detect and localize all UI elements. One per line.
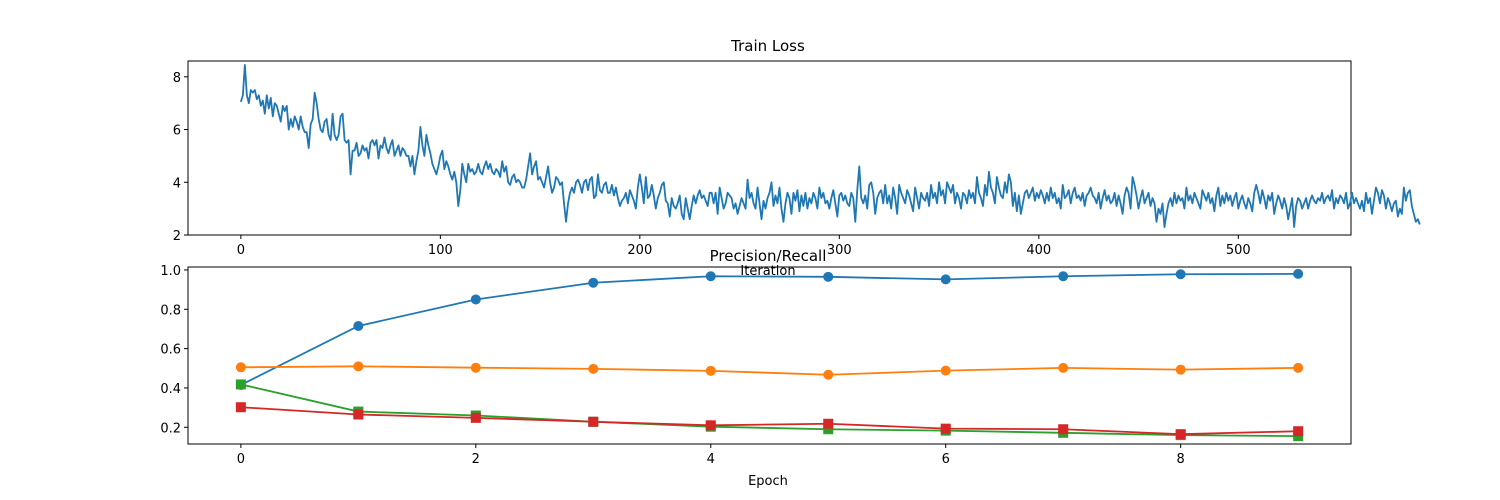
series-1-marker [588, 277, 599, 288]
precision-recall-x-tick-label: 0 [237, 452, 245, 467]
series-4-marker [705, 420, 716, 431]
series-3-marker [235, 379, 246, 390]
train-loss-y-tick-label: 4 [173, 176, 181, 191]
train-loss-x-tick-label: 0 [237, 243, 245, 258]
train-loss-plot-area [187, 60, 1352, 236]
series-4-marker [1175, 429, 1186, 440]
train-loss-ticks: 0 100 200 300 400 500 2 4 6 8 [173, 71, 1251, 258]
precision-recall-panel: Precision/Recall 0 2 4 6 8 0.2 0.4 0.6 0.8 1.0 Ep… [160, 247, 1352, 489]
series-1-marker [1058, 271, 1069, 282]
series-1-marker [353, 321, 364, 331]
series-2-marker [1293, 362, 1304, 373]
series-2-marker [1175, 364, 1186, 375]
series-1-marker [1175, 269, 1186, 280]
precision-recall-x-axis-label: Epoch [748, 474, 788, 489]
precision-recall-x-tick-label: 8 [1177, 452, 1185, 467]
train-loss-y-tick-label: 2 [173, 229, 181, 244]
train-loss-x-tick-label: 500 [1226, 243, 1251, 258]
precision-recall-x-tick-label: 6 [942, 452, 950, 467]
precision-recall-y-tick-label: 0.4 [160, 382, 181, 397]
precision-recall-plot-area [187, 266, 1352, 445]
precision-recall-y-tick-label: 0.8 [160, 303, 181, 318]
precision-recall-y-tick-label: 0.6 [160, 343, 181, 358]
train-loss-x-tick-label: 200 [627, 243, 652, 258]
train-loss-y-tick-label: 6 [173, 124, 181, 139]
series-2-marker [235, 362, 246, 373]
series-2-marker [705, 365, 716, 376]
series-4-marker [235, 402, 246, 413]
series-2-line [240, 365, 1299, 376]
series-1-marker [705, 271, 716, 282]
series-4-marker [823, 418, 834, 429]
series-4-marker [1293, 426, 1304, 437]
precision-recall-y-tick-label: 0.2 [160, 421, 181, 436]
series-2-marker [940, 365, 951, 376]
series-4-marker [353, 409, 364, 420]
train-loss-panel: Train Loss 0 100 200 300 400 500 2 4 6 8 Iteratio… [173, 37, 1421, 279]
train-loss-x-tick-label: 100 [428, 243, 453, 258]
train-loss-title: Train Loss [730, 37, 805, 55]
series-2-marker [353, 361, 364, 372]
series-2-marker [1058, 362, 1069, 373]
train-loss-series-line [239, 64, 1421, 228]
precision-recall-x-tick-label: 4 [707, 452, 715, 467]
precision-recall-series [235, 268, 1304, 442]
series-4-marker [1058, 424, 1069, 435]
train-loss-x-axis-label: Iteration [740, 264, 795, 279]
precision-recall-title: Precision/Recall [710, 247, 827, 265]
series-2-marker [823, 369, 834, 380]
precision-recall-ticks: 0 2 4 6 8 0.2 0.4 0.6 0.8 1.0 [160, 264, 1184, 467]
series-4-marker [588, 416, 599, 427]
train-loss-x-tick-label: 300 [827, 243, 852, 258]
series-3-line [240, 383, 1299, 438]
precision-recall-y-tick-label: 1.0 [160, 264, 181, 279]
train-loss-y-tick-label: 8 [173, 71, 181, 86]
series-1-marker [940, 274, 951, 285]
series-1-marker [823, 271, 834, 282]
series-2-marker [470, 362, 481, 373]
precision-recall-x-tick-label: 2 [472, 452, 480, 467]
series-1-marker [470, 294, 481, 305]
series-4-line [240, 406, 1299, 436]
series-2-marker [588, 363, 599, 374]
series-4-marker [940, 423, 951, 434]
series-4-marker [470, 412, 481, 423]
series-1-line [240, 272, 1299, 386]
series-3-marker [823, 424, 834, 435]
series-1-marker [1293, 268, 1304, 279]
train-loss-x-tick-label: 400 [1026, 243, 1051, 258]
